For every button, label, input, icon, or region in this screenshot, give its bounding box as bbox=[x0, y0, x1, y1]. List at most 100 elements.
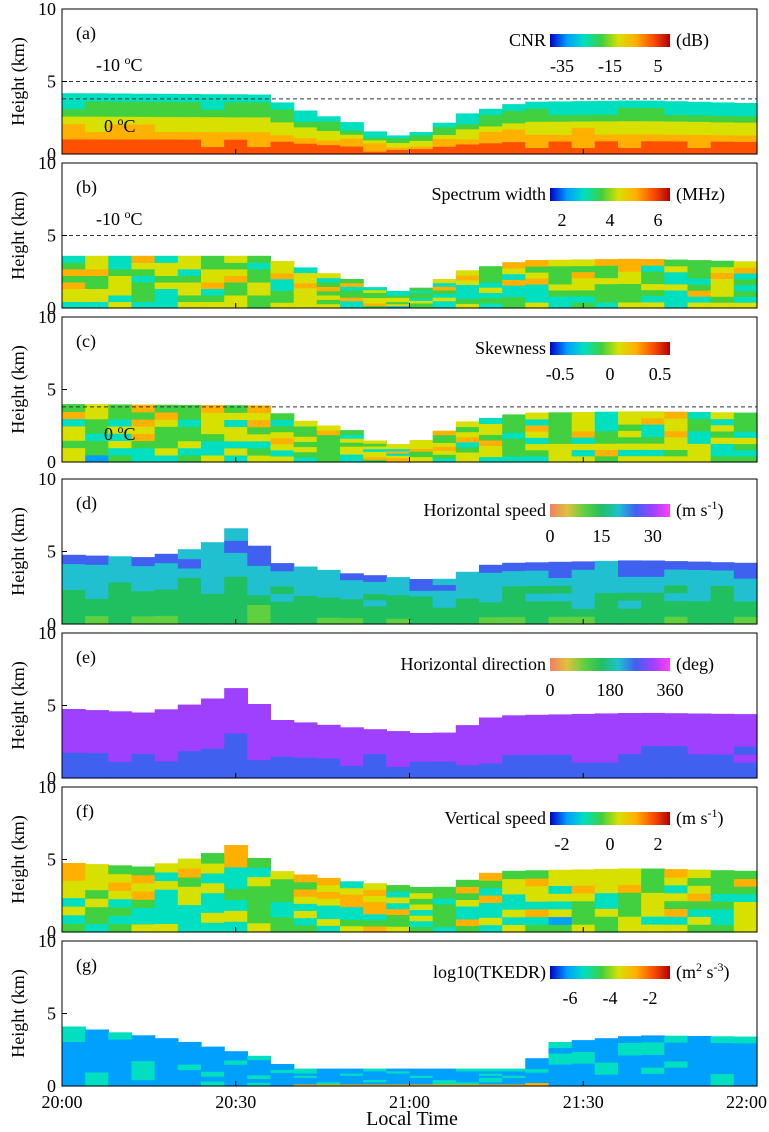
heatmap-cell bbox=[664, 147, 689, 155]
heatmap-cell bbox=[85, 275, 109, 283]
heatmap-cell bbox=[316, 452, 341, 459]
heatmap-cell bbox=[641, 120, 665, 128]
heatmap-cell bbox=[363, 1073, 387, 1076]
heatmap-cell bbox=[316, 1073, 341, 1076]
panel-label: (f) bbox=[76, 801, 94, 822]
y-tick-label: 0 bbox=[47, 452, 56, 472]
heatmap-cell bbox=[548, 608, 573, 617]
heatmap-cell bbox=[571, 746, 596, 755]
heatmap-cell bbox=[363, 617, 387, 625]
heatmap-cell bbox=[363, 1070, 387, 1074]
heatmap-cell bbox=[270, 1072, 295, 1076]
heatmap-cell bbox=[247, 139, 272, 148]
heatmap-cell bbox=[641, 1035, 665, 1043]
heatmap-cell bbox=[710, 585, 735, 594]
heatmap-cell bbox=[525, 455, 550, 463]
heatmap-cell bbox=[62, 606, 86, 616]
heatmap-cell bbox=[710, 272, 735, 279]
heatmap-cell bbox=[594, 140, 619, 148]
heatmap-cell bbox=[525, 600, 550, 610]
heatmap-cell bbox=[594, 114, 619, 122]
heatmap-cell bbox=[270, 770, 295, 779]
heatmap-cell bbox=[455, 456, 480, 463]
heatmap-cell bbox=[340, 1068, 364, 1072]
heatmap-cell bbox=[733, 893, 758, 902]
heatmap-cell bbox=[618, 924, 642, 933]
heatmap-cell bbox=[432, 755, 457, 762]
heatmap-cell bbox=[455, 604, 480, 612]
heatmap-cell bbox=[641, 436, 665, 444]
heatmap-cell bbox=[455, 1075, 480, 1078]
heatmap-cell bbox=[571, 900, 596, 910]
heatmap-cell bbox=[293, 292, 318, 299]
heatmap-cell bbox=[85, 906, 109, 916]
heatmap-cell bbox=[247, 731, 272, 742]
heatmap-field bbox=[62, 255, 758, 309]
heatmap-cell bbox=[62, 411, 86, 420]
y-tick-label: 0 bbox=[47, 1076, 56, 1096]
heatmap-cell bbox=[201, 552, 225, 564]
heatmap-cell bbox=[733, 754, 758, 763]
heatmap-cell bbox=[571, 140, 596, 148]
heatmap-cell bbox=[432, 142, 457, 147]
heatmap-cell bbox=[594, 600, 619, 609]
heatmap-cell bbox=[154, 735, 179, 745]
heatmap-cell bbox=[571, 283, 596, 291]
heatmap-cell bbox=[710, 302, 735, 309]
heatmap-cell bbox=[177, 558, 202, 569]
colorbar-tick-label: 0 bbox=[606, 364, 615, 384]
heatmap-cell bbox=[687, 147, 712, 155]
heatmap-cell bbox=[386, 1077, 411, 1081]
heatmap-cell bbox=[710, 562, 735, 571]
heatmap-cell bbox=[432, 1083, 457, 1087]
heatmap-cell bbox=[594, 271, 619, 279]
heatmap-cell bbox=[733, 730, 758, 739]
heatmap-cell bbox=[641, 289, 665, 297]
heatmap-cell bbox=[108, 418, 133, 427]
heatmap-cell bbox=[571, 412, 596, 419]
heatmap-cell bbox=[201, 698, 225, 709]
heatmap-cell bbox=[247, 555, 272, 566]
heatmap-cell bbox=[131, 874, 156, 884]
heatmap-cell bbox=[525, 449, 550, 457]
heatmap-cell bbox=[571, 608, 596, 617]
heatmap-cell bbox=[502, 715, 526, 724]
heatmap-cell bbox=[131, 753, 156, 763]
heatmap-cell bbox=[108, 255, 133, 263]
heatmap-cell bbox=[131, 761, 156, 771]
heatmap-cell bbox=[548, 877, 573, 886]
heatmap-cell bbox=[177, 1069, 202, 1076]
heatmap-cell bbox=[409, 459, 434, 463]
heatmap-cell bbox=[270, 449, 295, 457]
heatmap-cell bbox=[386, 908, 411, 916]
heatmap-cell bbox=[710, 296, 735, 303]
heatmap-cell bbox=[316, 1075, 341, 1078]
heatmap-cell bbox=[548, 412, 573, 420]
heatmap-cell bbox=[525, 412, 550, 420]
heatmap-cell bbox=[293, 1068, 318, 1072]
heatmap-cell bbox=[154, 454, 179, 463]
heatmap-cell bbox=[224, 721, 248, 734]
heatmap-cell bbox=[571, 437, 596, 444]
heatmap-cell bbox=[363, 729, 387, 736]
heatmap-cell bbox=[386, 1075, 411, 1078]
heatmap-cell bbox=[710, 115, 735, 123]
heatmap-cell bbox=[247, 713, 272, 724]
heatmap-cell bbox=[201, 728, 225, 739]
heatmap-cell bbox=[201, 1061, 225, 1067]
heatmap-cell bbox=[594, 265, 619, 272]
heatmap-cell bbox=[733, 746, 758, 755]
heatmap-cell bbox=[177, 913, 202, 924]
heatmap-cell bbox=[386, 1070, 411, 1074]
heatmap-cell bbox=[548, 569, 573, 578]
heatmap-cell bbox=[177, 275, 202, 283]
heatmap-cell bbox=[270, 141, 295, 149]
heatmap-cell bbox=[386, 600, 411, 608]
heatmap-cell bbox=[293, 456, 318, 463]
heatmap-cell bbox=[548, 1058, 573, 1065]
heatmap-cell bbox=[247, 412, 272, 421]
heatmap-cell bbox=[409, 287, 434, 291]
heatmap-cell bbox=[409, 920, 434, 927]
heatmap-cell bbox=[710, 430, 735, 438]
